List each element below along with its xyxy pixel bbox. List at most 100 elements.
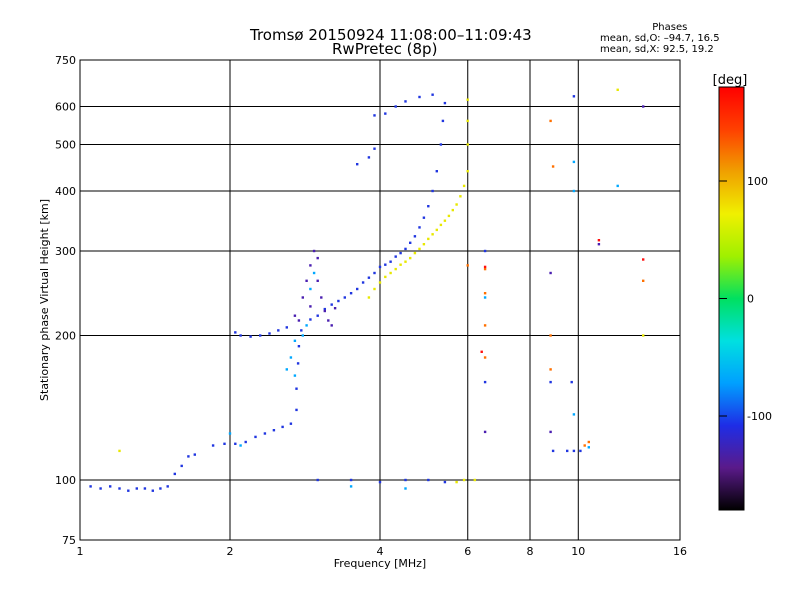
x-tick-label: 16 bbox=[673, 545, 687, 558]
data-point bbox=[473, 478, 476, 482]
data-point bbox=[431, 189, 434, 193]
data-point bbox=[394, 267, 397, 271]
data-point bbox=[373, 147, 376, 150]
data-point bbox=[367, 156, 371, 159]
data-point bbox=[587, 440, 590, 444]
data-point bbox=[180, 464, 183, 468]
chart-title: Tromsø 20150924 11:08:00–11:09:43 bbox=[250, 26, 532, 44]
data-point bbox=[316, 314, 319, 317]
data-point bbox=[549, 334, 552, 337]
data-point bbox=[330, 324, 333, 327]
data-point bbox=[234, 331, 237, 334]
data-point bbox=[551, 449, 555, 453]
phase-stats-x: mean, sd,X: 92.5, 19.2 bbox=[600, 44, 714, 55]
data-point bbox=[441, 119, 445, 123]
x-tick-label: 4 bbox=[377, 545, 384, 558]
data-point bbox=[309, 305, 312, 308]
y-axis-label: Stationary phase Virtual Height [km] bbox=[38, 199, 51, 401]
data-point bbox=[384, 275, 387, 279]
data-point bbox=[118, 487, 121, 490]
data-point bbox=[373, 271, 376, 275]
data-point bbox=[333, 307, 337, 310]
data-point bbox=[263, 432, 267, 435]
data-point bbox=[439, 143, 443, 146]
data-point bbox=[289, 422, 293, 425]
plot-frame bbox=[79, 59, 681, 541]
data-point bbox=[312, 249, 316, 253]
data-point bbox=[373, 114, 376, 117]
data-point bbox=[187, 455, 190, 458]
data-point bbox=[549, 271, 552, 275]
data-point bbox=[297, 345, 301, 348]
data-point bbox=[409, 241, 412, 244]
data-point bbox=[422, 243, 426, 246]
x-tick-label: 1 bbox=[77, 545, 84, 558]
x-tick-label: 10 bbox=[571, 545, 585, 558]
data-point bbox=[99, 487, 102, 490]
data-point bbox=[435, 228, 438, 232]
data-point bbox=[597, 243, 601, 246]
data-point bbox=[394, 105, 397, 108]
data-point bbox=[166, 485, 169, 488]
data-point bbox=[135, 487, 138, 490]
data-point bbox=[583, 444, 586, 447]
y-tick-label: 750 bbox=[55, 54, 76, 67]
colorbar-tick-label: -100 bbox=[747, 410, 772, 423]
colorbar-tick-label: 0 bbox=[747, 293, 754, 306]
data-point bbox=[443, 101, 447, 105]
data-point bbox=[109, 485, 112, 488]
data-point bbox=[422, 216, 426, 219]
data-point bbox=[272, 429, 276, 432]
data-point bbox=[89, 485, 92, 488]
x-axis-label: Frequency [MHz] bbox=[334, 557, 426, 570]
data-point bbox=[404, 247, 407, 251]
data-point bbox=[549, 368, 552, 371]
data-point bbox=[254, 435, 257, 439]
data-point bbox=[572, 413, 576, 416]
data-point bbox=[466, 98, 469, 101]
data-point bbox=[404, 478, 407, 482]
data-point bbox=[293, 374, 297, 377]
data-point bbox=[239, 334, 242, 337]
y-tick-label: 200 bbox=[55, 330, 76, 343]
data-point bbox=[431, 233, 434, 236]
x-tick-labels: 1 2 4 6 8 10 16 bbox=[77, 545, 688, 558]
data-point bbox=[427, 478, 430, 482]
data-point bbox=[404, 260, 407, 263]
data-point bbox=[418, 226, 421, 229]
data-point bbox=[389, 271, 392, 275]
data-point bbox=[367, 296, 371, 299]
data-point bbox=[443, 219, 447, 222]
data-point bbox=[443, 480, 447, 484]
data-point bbox=[249, 335, 252, 338]
data-point bbox=[642, 258, 645, 261]
data-point bbox=[173, 472, 176, 476]
data-point bbox=[427, 237, 430, 241]
data-points bbox=[89, 88, 645, 492]
phase-stats-heading: Phases bbox=[652, 22, 688, 33]
y-tick-labels: 75 100 200 300 400 500 600 750 bbox=[55, 54, 76, 547]
data-point bbox=[118, 449, 121, 453]
data-point bbox=[483, 267, 487, 271]
data-point bbox=[268, 332, 271, 335]
data-point bbox=[159, 487, 162, 490]
data-point bbox=[572, 95, 576, 98]
data-point bbox=[418, 247, 421, 251]
data-point bbox=[323, 307, 326, 311]
data-point bbox=[483, 292, 487, 295]
data-point bbox=[367, 276, 371, 279]
data-point bbox=[343, 296, 346, 299]
data-point bbox=[549, 430, 552, 434]
data-point bbox=[337, 299, 340, 303]
data-point bbox=[285, 368, 288, 371]
plot-grid bbox=[80, 60, 680, 540]
data-point bbox=[349, 485, 353, 488]
data-point bbox=[384, 112, 387, 115]
data-point bbox=[316, 279, 319, 282]
data-point bbox=[281, 425, 284, 429]
data-point bbox=[480, 350, 483, 353]
colorbar-ticks: 100 0 -100 bbox=[719, 175, 772, 423]
data-point bbox=[297, 319, 301, 322]
data-point bbox=[305, 324, 308, 327]
data-point bbox=[361, 281, 365, 284]
